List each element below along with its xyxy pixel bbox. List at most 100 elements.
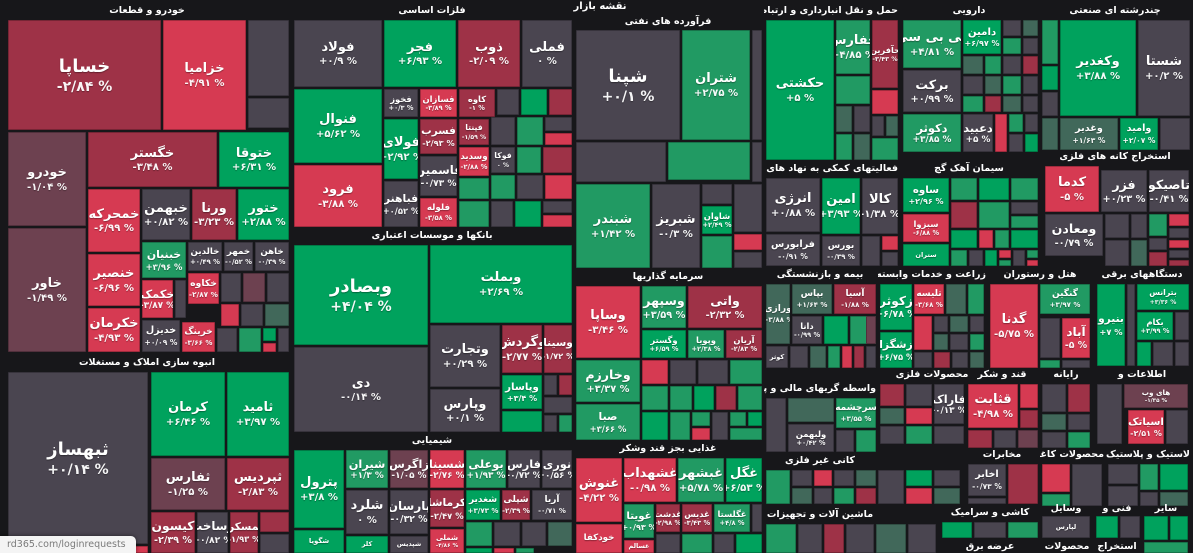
- treemap-filler-tile[interactable]: [1097, 384, 1122, 444]
- treemap-filler-tile[interactable]: [692, 428, 710, 440]
- stock-tile-حآفرین[interactable]: حآفرین -۳/۴۳ %: [872, 20, 898, 88]
- treemap-filler-tile[interactable]: [545, 133, 572, 145]
- stock-tile-خکمک[interactable]: خکمک-۳/۸۷ %: [142, 280, 173, 318]
- treemap-filler-tile[interactable]: [642, 412, 668, 440]
- stock-tile-گنگین[interactable]: گنگین +۳/۹۷ %: [1040, 284, 1090, 314]
- treemap-filler-tile[interactable]: [854, 106, 870, 132]
- stock-tile-وغدیر[interactable]: وغدیر +۱/۶۳ %: [1060, 118, 1118, 150]
- treemap-filler-tile[interactable]: [559, 415, 572, 432]
- treemap-filler-tile[interactable]: [979, 178, 1009, 200]
- treemap-filler-tile[interactable]: [1149, 238, 1167, 250]
- treemap-filler-tile[interactable]: [221, 304, 239, 326]
- treemap-filler-tile[interactable]: [798, 524, 822, 553]
- stock-tile-اخابر[interactable]: اخابر -۰/۷۳ %: [968, 464, 1006, 496]
- treemap-filler-tile[interactable]: [730, 412, 746, 426]
- treemap-filler-tile[interactable]: [1011, 230, 1038, 248]
- stock-tile-شملی[interactable]: شملی -۴/۸۶ %: [430, 529, 464, 553]
- stock-tile-شیران[interactable]: شیران +۱/۳ %: [346, 450, 388, 488]
- treemap-filler-tile[interactable]: [1175, 312, 1189, 340]
- stock-tile-ثفارس[interactable]: ثفارس -۱/۲۵ %: [151, 458, 225, 510]
- treemap-filler-tile[interactable]: [1042, 384, 1066, 412]
- stock-tile-شغدیر[interactable]: شغدیر +۳/۷۳ %: [466, 490, 500, 520]
- stock-tile-وپاسار[interactable]: وپاسار +۳/۴ %: [502, 375, 542, 409]
- treemap-filler-tile[interactable]: [1011, 202, 1038, 214]
- treemap-filler-tile[interactable]: [995, 114, 1007, 152]
- treemap-filler-tile[interactable]: [999, 250, 1011, 258]
- stock-tile-پارسان[interactable]: پارسان-۰/۳۲ %: [390, 490, 428, 534]
- treemap-filler-tile[interactable]: [1169, 240, 1189, 248]
- treemap-filler-tile[interactable]: [1003, 76, 1021, 94]
- stock-tile-وبملت[interactable]: وبملت +۲/۶۹ %: [430, 245, 572, 323]
- treemap-filler-tile[interactable]: [1140, 492, 1158, 506]
- treemap-filler-tile[interactable]: [1009, 114, 1023, 132]
- stock-tile-آباد[interactable]: آباد -۵ %: [1062, 318, 1090, 358]
- treemap-filler-tile[interactable]: [950, 316, 968, 332]
- stock-tile-دانا[interactable]: دانا -۰/۹۹ %: [792, 316, 822, 344]
- stock-tile-ثبهساز[interactable]: ثبهساز +۰/۱۴ %: [8, 372, 148, 544]
- stock-tile-کرمان[interactable]: کرمان +۶/۴۶ %: [151, 372, 225, 456]
- treemap-filler-tile[interactable]: [702, 184, 732, 204]
- stock-tile-شبریز[interactable]: شبریز -۰/۳ %: [652, 184, 700, 268]
- treemap-filler-tile[interactable]: [544, 415, 557, 432]
- stock-tile-کوثر[interactable]: کوثر: [766, 346, 788, 368]
- treemap-filler-tile[interactable]: [1023, 20, 1038, 36]
- stock-tile-زشگزا[interactable]: زشگزا+۶/۷۵ %: [880, 332, 912, 368]
- stock-tile-فخوز[interactable]: فخوز +۰/۳ %: [384, 89, 418, 117]
- stock-tile-فلوله[interactable]: فلوله -۳/۵۸ %: [420, 198, 457, 227]
- treemap-filler-tile[interactable]: [1042, 118, 1058, 150]
- stock-tile-شبندر[interactable]: شبندر +۱/۴۲ %: [576, 184, 650, 268]
- treemap-filler-tile[interactable]: [545, 117, 572, 131]
- stock-tile-وکغدیر[interactable]: وکغدیر +۳/۸۸ %: [1060, 20, 1136, 116]
- stock-tile-شستا[interactable]: شستا +۰/۲ %: [1138, 20, 1190, 116]
- treemap-filler-tile[interactable]: [824, 524, 844, 553]
- stock-tile-خالدین[interactable]: خالدین +۰/۴۹ %: [188, 242, 222, 271]
- treemap-filler-tile[interactable]: [248, 20, 289, 96]
- stock-tile-بوعلی[interactable]: بوعلی +۱/۹۳ %: [466, 450, 506, 488]
- treemap-filler-tile[interactable]: [1042, 66, 1058, 90]
- treemap-filler-tile[interactable]: [866, 346, 876, 368]
- stock-tile-ومعادن[interactable]: ومعادن -۰/۷۹ %: [1045, 214, 1103, 256]
- treemap-filler-tile[interactable]: [491, 175, 515, 199]
- treemap-filler-tile[interactable]: [1023, 76, 1038, 94]
- treemap-filler-tile[interactable]: [1023, 38, 1038, 54]
- stock-tile-خاهن[interactable]: خاهن -۰/۳۹ %: [255, 242, 289, 271]
- treemap-filler-tile[interactable]: [1023, 96, 1038, 112]
- stock-tile-خکاوه[interactable]: خکاوه -۲/۸۷ %: [188, 273, 219, 304]
- treemap-filler-tile[interactable]: [239, 328, 261, 352]
- treemap-filler-tile[interactable]: [814, 470, 832, 486]
- treemap-filler-tile[interactable]: [810, 346, 826, 368]
- stock-tile-آریا[interactable]: آریا -۰/۷۱ %: [532, 490, 572, 520]
- treemap-filler-tile[interactable]: [1020, 384, 1038, 408]
- stock-tile-سرچشمه[interactable]: سرچشمه +۳/۵۵ %: [836, 398, 876, 428]
- treemap-filler-tile[interactable]: [880, 408, 904, 424]
- treemap-filler-tile[interactable]: [952, 352, 968, 368]
- treemap-filler-tile[interactable]: [491, 201, 513, 227]
- treemap-filler-tile[interactable]: [1009, 134, 1023, 152]
- treemap-filler-tile[interactable]: [969, 250, 983, 266]
- treemap-filler-tile[interactable]: [979, 202, 1009, 228]
- stock-tile-کیسون[interactable]: کیسون -۲/۳۹ %: [151, 512, 195, 553]
- treemap-filler-tile[interactable]: [278, 328, 289, 352]
- treemap-filler-tile[interactable]: [734, 234, 762, 250]
- treemap-filler-tile[interactable]: [1149, 252, 1167, 266]
- treemap-filler-tile[interactable]: [694, 386, 714, 410]
- stock-tile-بکام[interactable]: بکام +۳/۹۹ %: [1137, 312, 1173, 340]
- treemap-filler-tile[interactable]: [1169, 214, 1189, 226]
- stock-tile-غسالم[interactable]: غسالم: [624, 540, 654, 553]
- treemap-filler-tile[interactable]: [880, 384, 904, 406]
- treemap-filler-tile[interactable]: [866, 316, 876, 344]
- treemap-filler-tile[interactable]: [549, 89, 572, 115]
- stock-tile-ستران[interactable]: ستران: [903, 244, 949, 266]
- stock-tile-وسدید[interactable]: وسدید -۲/۸۸ %: [459, 147, 489, 176]
- stock-tile-خگستر[interactable]: خگستر -۳/۴۸ %: [88, 132, 217, 187]
- treemap-filler-tile[interactable]: [1040, 360, 1060, 368]
- treemap-filler-tile[interactable]: [522, 522, 546, 546]
- treemap-filler-tile[interactable]: [979, 230, 993, 248]
- treemap-filler-tile[interactable]: [217, 328, 237, 352]
- treemap-filler-tile[interactable]: [668, 142, 750, 180]
- treemap-filler-tile[interactable]: [692, 412, 710, 426]
- stock-tile-فزر[interactable]: فزر +۰/۲۳ %: [1101, 170, 1147, 212]
- treemap-filler-tile[interactable]: [1042, 20, 1058, 64]
- stock-tile-ثپردیس[interactable]: ثپردیس -۲/۸۳ %: [227, 458, 289, 510]
- treemap-filler-tile[interactable]: [1013, 250, 1025, 266]
